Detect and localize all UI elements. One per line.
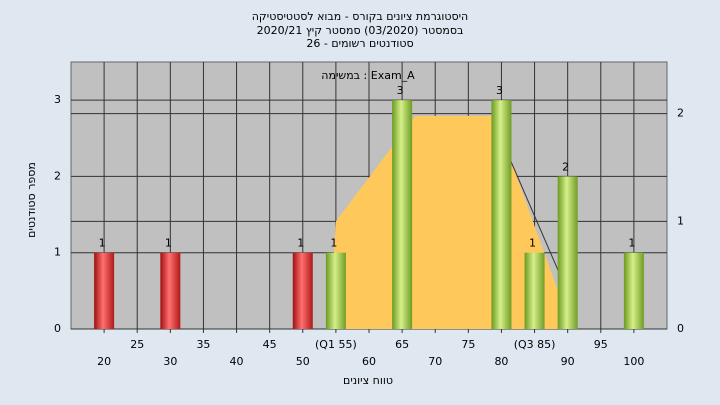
y-tick-label: 1	[54, 246, 61, 259]
annotation: במשימה : Exam_A	[321, 69, 415, 82]
x-tick-label: 80	[494, 355, 508, 368]
y-tick-label: 2	[54, 169, 61, 182]
data-label: 3	[397, 84, 404, 97]
x-tick-label: 20	[97, 355, 111, 368]
bar	[160, 252, 181, 329]
x-tick-label: 100	[623, 355, 644, 368]
data-label: 1	[628, 237, 635, 250]
x-tick-label: 35	[196, 338, 210, 351]
x-axis-label: טווח ציונים	[343, 374, 393, 387]
x-tick-label: 30	[163, 355, 177, 368]
x-tick-label: 75	[461, 338, 475, 351]
bar	[557, 176, 578, 329]
y-axis-label: מספר סטודנטים	[25, 162, 38, 238]
data-label: 1	[99, 237, 106, 250]
data-label: 1	[297, 237, 304, 250]
title-line: סטודנטים רשומים - 26	[306, 37, 413, 50]
y2-tick-label: 0	[677, 322, 684, 335]
bar	[623, 252, 644, 329]
data-label: 1	[330, 237, 337, 250]
x-tick-label: 50	[296, 355, 310, 368]
data-label: 3	[496, 84, 503, 97]
data-label: 2	[562, 160, 569, 173]
bar	[94, 252, 115, 329]
data-label: 1	[165, 237, 172, 250]
x-tick-label: 60	[362, 355, 376, 368]
bar	[292, 252, 313, 329]
x-tick-label: 25	[130, 338, 144, 351]
data-label: 1	[529, 237, 536, 250]
y2-tick-label: 2	[677, 107, 684, 120]
x-tick-label: (Q3 85)	[514, 338, 556, 351]
bar	[524, 252, 545, 329]
x-tick-label: 95	[594, 338, 608, 351]
line	[500, 139, 569, 293]
title-line: היסטוגרמת ציונים בקורס - מבוא לסטטיסטיקה	[252, 10, 468, 23]
title-line: בסמסטר (03/2020) סמסטר קיץ 2020/21	[257, 24, 464, 37]
bar	[325, 252, 346, 329]
x-tick-label: (Q1 55)	[315, 338, 357, 351]
y2-tick-label: 1	[677, 214, 684, 227]
x-tick-label: 40	[230, 355, 244, 368]
y-tick-label: 3	[54, 93, 61, 106]
x-tick-label: 65	[395, 338, 409, 351]
bar	[491, 100, 512, 330]
y-tick-label: 0	[54, 322, 61, 335]
bar	[392, 100, 413, 330]
x-tick-label: 70	[428, 355, 442, 368]
x-tick-label: 45	[263, 338, 277, 351]
x-tick-label: 90	[561, 355, 575, 368]
